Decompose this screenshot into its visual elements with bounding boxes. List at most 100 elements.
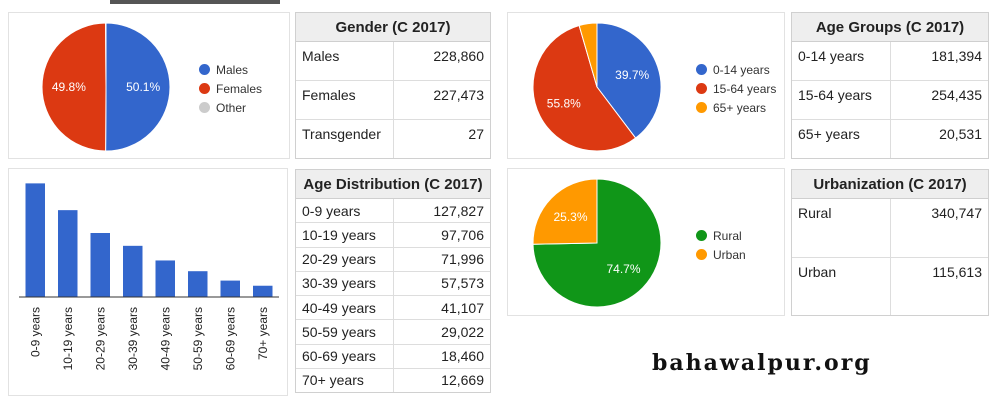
top-strip xyxy=(110,0,280,4)
pie-slice-males xyxy=(105,22,171,152)
table-row: Males 228,860 xyxy=(296,40,490,81)
table-row: 20-29 years 71,996 xyxy=(296,246,490,272)
pie-slice-females xyxy=(41,22,107,152)
legend-swatch xyxy=(696,83,707,94)
table-title: Urbanization (C 2017) xyxy=(792,170,988,199)
row-label: 30-39 years xyxy=(296,270,393,296)
gender-table-grid: Gender (C 2017) Males 228,860 Females 227,47… xyxy=(296,13,490,158)
urbanization-legend: Rural Urban xyxy=(696,226,746,264)
row-value: 181,394 xyxy=(889,40,988,81)
row-value: 97,706 xyxy=(392,222,490,248)
gender-pie-card: 50.1% 49.8% Males Females Other xyxy=(8,12,290,159)
bar-20-29-years xyxy=(90,233,110,297)
row-label: Rural xyxy=(792,198,890,258)
legend-item: 15-64 years xyxy=(696,79,776,98)
row-value: 57,573 xyxy=(392,270,490,296)
age-groups-table: Age Groups (C 2017) 0-14 years 181,394 15-6… xyxy=(791,12,989,159)
pie-slice-0-14-years xyxy=(596,22,662,139)
legend-label: 0-14 years xyxy=(713,62,770,77)
urbanization-pie-chart: 74.7% 25.3% xyxy=(532,178,662,308)
x-tick-label: 50-59 years xyxy=(191,307,205,370)
legend-swatch xyxy=(696,64,707,75)
age-groups-legend: 0-14 years 15-64 years 65+ years xyxy=(696,60,776,117)
pie-slice-rural xyxy=(532,178,662,308)
legend-item: Urban xyxy=(696,245,746,264)
table-row: 10-19 years 97,706 xyxy=(296,222,490,248)
legend-label: Females xyxy=(216,81,263,96)
x-tick-label: 30-39 years xyxy=(126,307,140,370)
row-value: 254,435 xyxy=(889,80,988,120)
urbanization-pie-card: 74.7% 25.3% Rural Urban xyxy=(507,168,785,316)
legend-swatch xyxy=(696,230,707,241)
table-row: Females 227,473 xyxy=(296,80,490,120)
row-label: 15-64 years xyxy=(792,80,890,120)
bar-0-9-years xyxy=(25,183,45,297)
row-label: 50-59 years xyxy=(296,319,393,345)
row-value: 71,996 xyxy=(392,246,490,272)
table-title: Age Distribution (C 2017) xyxy=(296,170,490,199)
pie-slice-label: 74.7% xyxy=(606,262,640,276)
row-value: 18,460 xyxy=(392,343,490,369)
legend-item: Rural xyxy=(696,226,746,245)
x-tick-label: 40-49 years xyxy=(158,307,172,370)
row-label: Females xyxy=(296,80,393,120)
row-label: 40-49 years xyxy=(296,295,393,320)
legend-item: Other xyxy=(199,98,262,117)
row-label: 0-9 years xyxy=(296,197,393,223)
row-label: Urban xyxy=(792,256,890,315)
age-distribution-table: Age Distribution (C 2017) 0-9 years 127,82… xyxy=(295,169,491,393)
legend-item: 0-14 years xyxy=(696,60,776,79)
table-row: 70+ years 12,669 xyxy=(296,367,490,392)
age-distribution-bar-chart: 0-9 years 10-19 years 20-29 years 30-39 yea… xyxy=(19,183,279,370)
pie-slice-65-years xyxy=(578,22,598,88)
age-distribution-table-grid: Age Distribution (C 2017) 0-9 years 127,82… xyxy=(296,170,490,392)
bar-10-19-years xyxy=(58,210,78,297)
row-label: 70+ years xyxy=(296,367,393,392)
table-row: 60-69 years 18,460 xyxy=(296,343,490,369)
table-title: Age Groups (C 2017) xyxy=(792,13,988,42)
table-row: 65+ years 20,531 xyxy=(792,119,988,158)
legend-swatch xyxy=(199,83,210,94)
row-value: 12,669 xyxy=(392,367,490,392)
gender-pie-chart: 50.1% 49.8% xyxy=(41,22,171,152)
row-label: Transgender xyxy=(296,119,393,158)
legend-label: 15-64 years xyxy=(713,81,777,96)
table-row: 40-49 years 41,107 xyxy=(296,295,490,320)
urbanization-table: Urbanization (C 2017) Rural 340,747 Urban 11… xyxy=(791,169,989,316)
x-tick-label: 70+ years xyxy=(256,307,270,360)
site-brand[interactable]: bahawalpur.org xyxy=(652,350,872,376)
table-row: 0-14 years 181,394 xyxy=(792,40,988,81)
legend-item: Females xyxy=(199,79,262,98)
age-distribution-bar-card: 0-9 years 10-19 years 20-29 years 30-39 yea… xyxy=(8,168,288,396)
table-title: Gender (C 2017) xyxy=(296,13,490,42)
x-tick-label: 60-69 years xyxy=(223,307,237,370)
pie-slice-15-64-years xyxy=(532,24,637,152)
legend-label: Males xyxy=(216,62,249,77)
x-tick-label: 0-9 years xyxy=(28,307,42,357)
legend-swatch xyxy=(696,102,707,113)
legend-label: 65+ years xyxy=(713,100,767,115)
age-groups-pie-card: 39.7% 55.8% 0-14 years 15-64 years 65+ year… xyxy=(507,12,785,159)
table-row: Urban 115,613 xyxy=(792,256,988,315)
x-tick-label: 10-19 years xyxy=(61,307,75,370)
legend-swatch xyxy=(199,102,210,113)
table-row: Rural 340,747 xyxy=(792,198,988,258)
pie-slice-label: 49.8% xyxy=(52,80,86,94)
pie-slice-label: 50.1% xyxy=(126,80,160,94)
table-row: Transgender 27 xyxy=(296,119,490,158)
table-row: 0-9 years 127,827 xyxy=(296,197,490,223)
gender-table: Gender (C 2017) Males 228,860 Females 227,47… xyxy=(295,12,491,159)
row-label: 65+ years xyxy=(792,119,890,158)
row-label: 10-19 years xyxy=(296,222,393,248)
row-label: 60-69 years xyxy=(296,343,393,369)
legend-swatch xyxy=(199,64,210,75)
table-row: 30-39 years 57,573 xyxy=(296,270,490,296)
bar-60-69-years xyxy=(220,280,240,297)
row-value: 27 xyxy=(392,119,490,158)
urbanization-table-grid: Urbanization (C 2017) Rural 340,747 Urban 11… xyxy=(792,170,988,315)
pie-slice-label: 55.8% xyxy=(547,97,581,111)
bar-30-39-years xyxy=(123,245,143,297)
row-value: 340,747 xyxy=(889,198,988,258)
legend-item: 65+ years xyxy=(696,98,776,117)
bar-70-years xyxy=(253,285,273,297)
